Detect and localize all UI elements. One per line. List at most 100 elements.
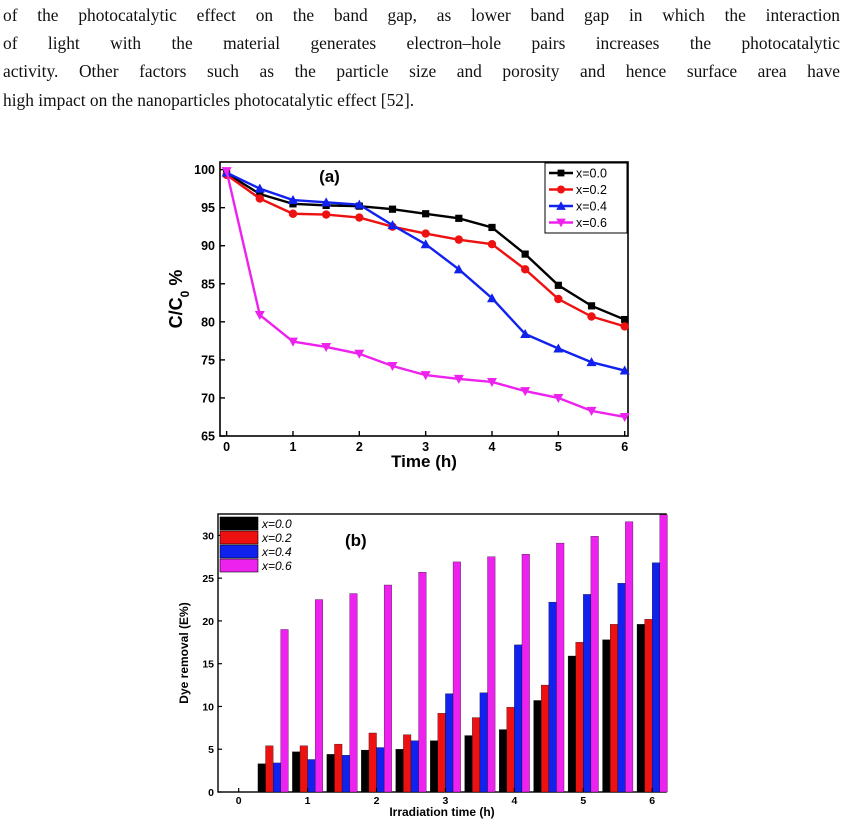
y-tick-label: 30 xyxy=(202,530,214,542)
data-point xyxy=(420,239,431,249)
legend-item: x=0.0 xyxy=(219,516,292,531)
y-tick-label: 100 xyxy=(194,163,215,177)
bar xyxy=(521,554,530,793)
paragraph-line: of light with the material generates ele… xyxy=(3,33,840,54)
legend-label: x=0.6 xyxy=(576,216,607,230)
legend-marker xyxy=(556,218,566,228)
bar-series-x=0.6 xyxy=(280,514,668,793)
bar xyxy=(383,584,392,793)
bar xyxy=(307,759,316,793)
y-tick-label: 25 xyxy=(202,573,214,585)
data-point xyxy=(254,183,265,193)
series-x=0.6 xyxy=(221,167,630,422)
data-point xyxy=(453,264,464,274)
bar xyxy=(479,692,488,793)
bar xyxy=(265,745,274,793)
legend-label: x=0.4 xyxy=(576,200,607,214)
bar xyxy=(361,749,370,793)
paragraph-line: of the photocatalytic effect on the band… xyxy=(3,5,840,25)
chart-a-degradation: 0 1 2 3 4 5 6 65 70 75 80 85 90 95 100 Time (h) C/C0 % (a… xyxy=(166,161,630,471)
paragraph-line: activity. Other factors such as the part… xyxy=(3,61,840,82)
bar xyxy=(341,755,350,793)
data-point xyxy=(453,374,464,384)
y-tick-label: 80 xyxy=(201,315,215,329)
bar xyxy=(326,754,335,793)
bar xyxy=(257,763,266,793)
x-tick-label: 2 xyxy=(356,440,363,454)
bar xyxy=(487,556,496,793)
x-axis-label: Irradiation time (h) xyxy=(389,805,494,819)
plot-frame xyxy=(219,161,629,437)
bar xyxy=(575,642,584,793)
paragraph-line: high impact on the nanoparticles photoca… xyxy=(3,89,415,110)
y-tick-label: 85 xyxy=(201,277,215,291)
data-point xyxy=(487,293,497,303)
legend-marker xyxy=(557,169,565,177)
data-point xyxy=(256,190,264,198)
data-point xyxy=(553,343,564,353)
bar xyxy=(506,707,515,793)
y-tick-label: 20 xyxy=(202,616,214,628)
bar xyxy=(272,762,281,793)
y-axis-label: Dye removal (E%) xyxy=(177,602,191,703)
x-tick-label: 1 xyxy=(289,440,296,454)
bar-series-x=0.2 xyxy=(265,619,653,793)
data-point xyxy=(287,195,298,205)
legend-label: x=0.2 xyxy=(261,531,292,545)
y-tick-label: 5 xyxy=(208,744,214,756)
data-point xyxy=(520,265,530,274)
bar xyxy=(315,599,323,793)
data-point xyxy=(321,210,331,219)
x-tick-label: 2 xyxy=(374,795,380,807)
body-paragraph: of the photocatalytic effect on the band… xyxy=(3,1,840,114)
bar xyxy=(299,745,308,793)
data-point xyxy=(554,281,562,289)
bar xyxy=(602,639,611,793)
data-point xyxy=(354,349,365,359)
bar-series-x=0.4 xyxy=(272,562,660,793)
data-point xyxy=(287,337,298,347)
bar xyxy=(334,743,343,793)
bar xyxy=(514,644,523,793)
x-tick-label: 4 xyxy=(511,795,517,807)
x-tick-label: 0 xyxy=(236,795,242,807)
bar xyxy=(472,717,481,793)
legend-swatch xyxy=(219,544,259,559)
legend-item: x=0.4 xyxy=(549,200,607,214)
bar xyxy=(541,684,549,793)
data-point xyxy=(587,312,596,321)
bar xyxy=(610,624,618,793)
bar xyxy=(376,747,385,793)
data-point xyxy=(321,197,332,207)
y-tick-label: 75 xyxy=(201,353,215,367)
data-point xyxy=(619,365,630,375)
data-point xyxy=(221,167,232,177)
legend-swatch xyxy=(219,516,259,531)
y-tick-label: 95 xyxy=(201,201,215,215)
data-point xyxy=(321,342,332,352)
legend-item: x=0.6 xyxy=(549,216,607,230)
data-point xyxy=(455,214,463,222)
data-point xyxy=(288,209,298,218)
data-point xyxy=(254,310,265,320)
bar xyxy=(349,593,358,793)
data-point xyxy=(621,315,629,324)
legend-item: x=0.0 xyxy=(549,167,607,181)
bar xyxy=(437,713,446,793)
data-point xyxy=(520,387,531,397)
legend-label: x=0.4 xyxy=(261,545,292,559)
data-point xyxy=(422,210,430,218)
bar xyxy=(556,542,565,793)
legend-swatch xyxy=(219,558,259,573)
legend-item: x=0.6 xyxy=(219,558,292,573)
data-point xyxy=(387,220,398,230)
x-tick-label: 0 xyxy=(223,440,230,454)
x-tick-label: 3 xyxy=(422,440,429,454)
x-tick-label: 5 xyxy=(580,795,586,807)
data-point xyxy=(420,371,431,381)
x-tick-label: 6 xyxy=(649,795,655,807)
bar xyxy=(590,536,599,793)
legend-item: x=0.4 xyxy=(219,544,292,559)
x-tick-label: 1 xyxy=(305,795,311,807)
data-point xyxy=(553,393,564,403)
